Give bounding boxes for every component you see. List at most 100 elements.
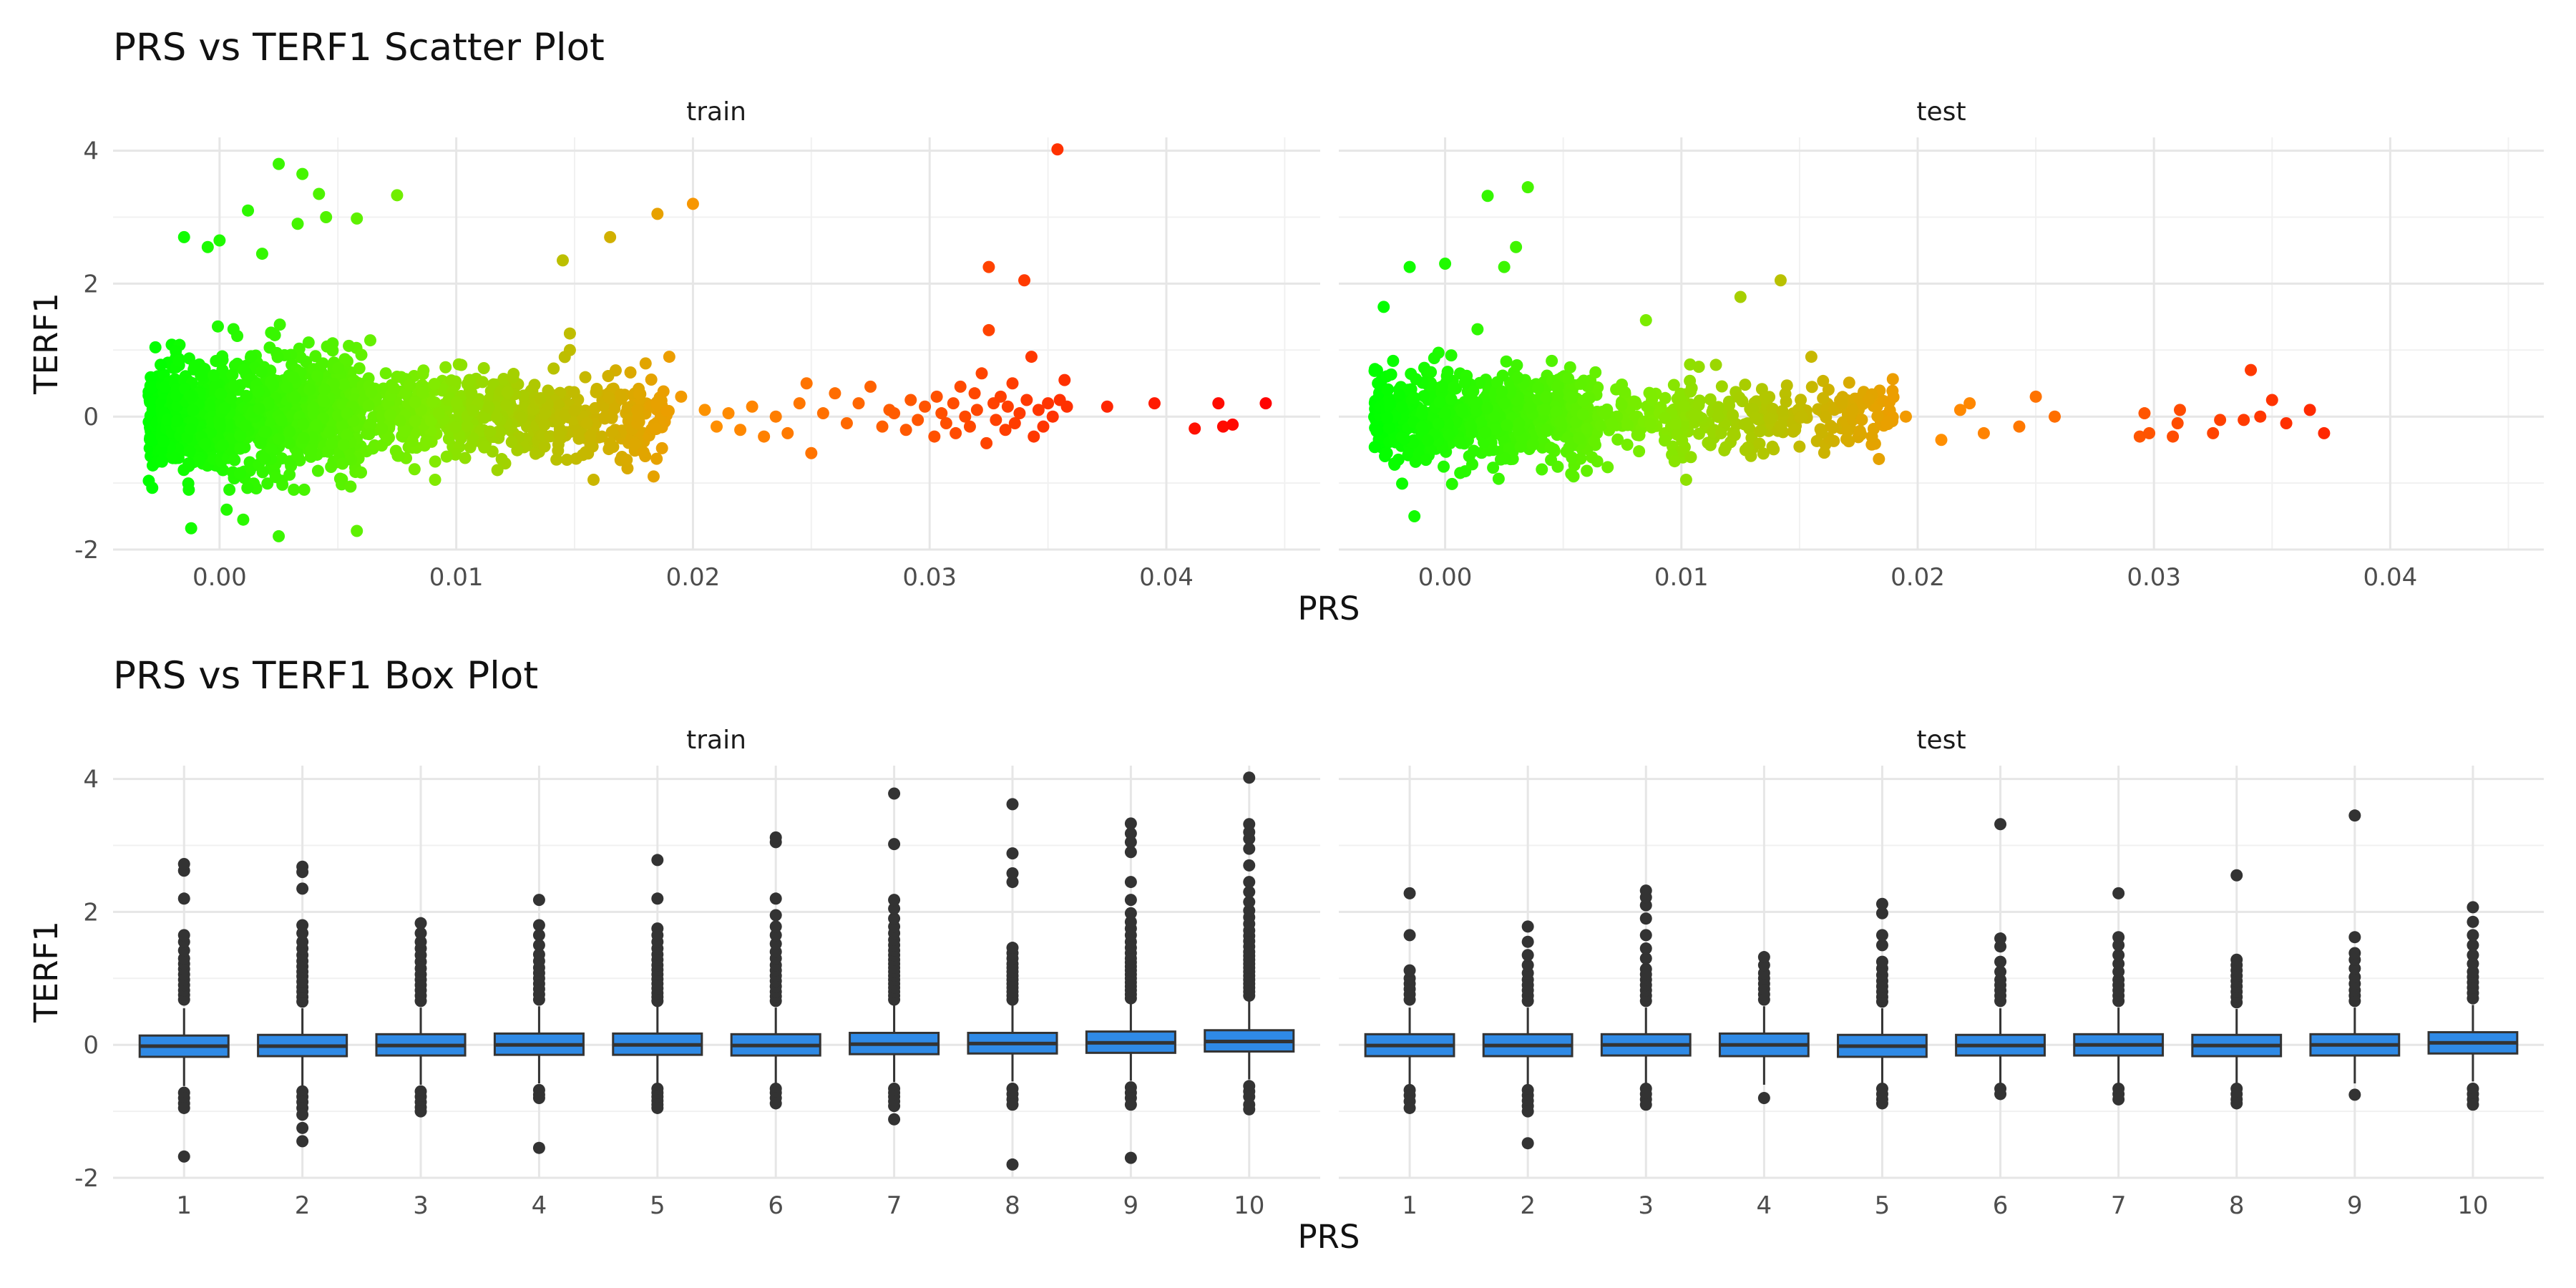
data-point <box>1853 424 1866 437</box>
data-point <box>746 400 758 413</box>
data-point <box>465 386 478 399</box>
outlier-point <box>2112 957 2125 970</box>
data-point <box>1479 426 1492 439</box>
data-point <box>1020 394 1033 406</box>
data-point <box>265 444 278 457</box>
outlier-point <box>769 909 782 922</box>
data-point <box>199 437 212 450</box>
data-point <box>392 449 405 462</box>
data-point <box>265 375 278 388</box>
data-point <box>1432 346 1445 359</box>
x-tick-label: 6 <box>1993 1191 2009 1220</box>
data-point <box>1963 397 1976 410</box>
data-point <box>149 341 162 353</box>
data-point <box>651 208 664 220</box>
data-point <box>1037 420 1050 433</box>
data-point <box>552 438 565 451</box>
data-point <box>587 473 600 486</box>
outlier-point <box>2467 1098 2479 1111</box>
data-point <box>698 404 711 416</box>
data-point <box>1766 440 1779 453</box>
outlier-point <box>1124 876 1137 889</box>
outlier-point <box>888 902 901 915</box>
data-point <box>1189 422 1201 435</box>
data-point <box>260 426 273 439</box>
data-point <box>239 419 252 432</box>
x-tick-label: 2 <box>1520 1191 1536 1220</box>
x-tick-label: 9 <box>2347 1191 2363 1220</box>
data-point <box>1526 438 1539 451</box>
data-point <box>262 396 275 409</box>
panel-background <box>1339 137 2544 550</box>
data-point <box>1380 447 1393 459</box>
data-point <box>1496 385 1508 398</box>
data-point <box>341 407 353 420</box>
data-point <box>1843 376 1855 389</box>
data-point <box>1659 434 1672 447</box>
data-point <box>169 452 182 464</box>
data-point <box>550 453 563 466</box>
data-point <box>904 394 917 406</box>
data-point <box>399 425 411 438</box>
outlier-point <box>414 1105 427 1118</box>
data-point <box>542 384 555 397</box>
data-point <box>1551 389 1564 401</box>
data-point <box>1481 190 1494 203</box>
outlier-point <box>2467 949 2479 962</box>
outlier-point <box>1875 939 1888 952</box>
data-point <box>1397 432 1410 445</box>
data-point <box>1615 399 1628 411</box>
data-point <box>1468 444 1480 457</box>
data-point <box>734 424 747 436</box>
x-tick-label: 0.03 <box>2127 563 2181 592</box>
data-point <box>959 410 972 423</box>
data-point <box>298 483 311 496</box>
data-point <box>628 437 641 450</box>
data-point <box>1669 419 1682 431</box>
outlier-point <box>1875 907 1888 919</box>
outlier-point <box>532 1092 545 1105</box>
data-point <box>876 420 889 433</box>
x-tick-label: 10 <box>1234 1191 1264 1220</box>
data-point <box>928 430 941 443</box>
data-point <box>172 354 185 367</box>
data-point <box>1863 393 1875 406</box>
data-point <box>621 401 634 414</box>
data-point <box>556 254 569 267</box>
data-point <box>1805 381 1818 394</box>
data-point <box>781 426 794 439</box>
data-point <box>1422 434 1435 447</box>
data-point <box>1473 376 1486 389</box>
data-point <box>208 369 220 382</box>
data-point <box>228 379 241 392</box>
x-tick-label: 7 <box>2111 1191 2127 1220</box>
outlier-point <box>1521 935 1534 948</box>
data-point <box>816 407 829 420</box>
data-point <box>439 361 452 374</box>
data-point <box>1553 416 1566 429</box>
outlier-point <box>769 831 782 844</box>
data-point <box>1439 407 1452 420</box>
x-tick-label: 0.02 <box>666 563 721 592</box>
data-point <box>1795 411 1808 424</box>
data-point <box>864 380 877 393</box>
data-point <box>365 386 378 399</box>
outlier-point <box>2348 970 2361 983</box>
data-point <box>241 482 254 494</box>
data-point <box>1420 454 1433 467</box>
data-point <box>950 426 962 439</box>
data-point <box>632 410 645 423</box>
outlier-point <box>532 939 545 952</box>
data-point <box>1573 432 1586 445</box>
data-point <box>276 478 289 491</box>
outlier-point <box>2112 1093 2125 1106</box>
data-point <box>1684 451 1697 464</box>
data-point <box>265 326 278 339</box>
data-point <box>598 412 611 425</box>
data-point <box>1415 407 1428 420</box>
data-point <box>1368 441 1381 454</box>
data-point <box>428 378 441 391</box>
data-point <box>647 470 660 483</box>
data-point <box>1865 430 1878 443</box>
data-point <box>408 463 421 476</box>
